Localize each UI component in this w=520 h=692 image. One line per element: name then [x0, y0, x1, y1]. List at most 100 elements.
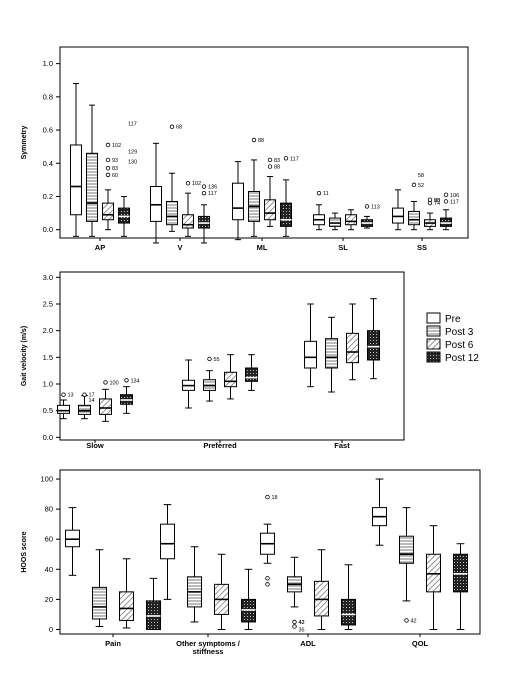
outlier-point — [265, 576, 270, 581]
x-tick-label: SS — [417, 243, 427, 252]
box-ap-series-2 — [86, 104, 98, 237]
box-iqr — [70, 144, 82, 216]
box-iqr — [118, 207, 130, 224]
x-tick-label: AP — [95, 243, 105, 252]
box-preferred-series-2: 55 — [203, 356, 220, 402]
outlier-point — [265, 494, 270, 500]
outlier-point — [267, 157, 273, 163]
plot-frame — [59, 271, 405, 441]
outlier-label: 136 — [208, 185, 217, 191]
y-tick-label: 0.8 — [43, 92, 53, 101]
box-pain-series-2 — [92, 549, 107, 627]
outlier-point — [443, 192, 449, 198]
outlier-label: 102 — [112, 143, 121, 149]
outlier-point — [283, 156, 289, 161]
y-tick-label: 0.0 — [43, 225, 53, 234]
box-iqr — [245, 367, 258, 382]
box-pain-series-4 — [146, 577, 161, 630]
outlier-label: 35 — [299, 627, 305, 633]
x-tick-label: ML — [257, 243, 268, 252]
box-iqr — [86, 152, 98, 222]
box-adl-series-3 — [314, 549, 329, 630]
outlier-label: 134 — [131, 378, 140, 384]
outlier-label: 17 — [89, 393, 95, 399]
box-qol-series-1 — [372, 478, 387, 546]
box-qol-series-2: 42 — [399, 507, 417, 624]
y-tick-label: 0.6 — [43, 126, 53, 135]
outlier-label: 130 — [128, 160, 137, 166]
outlier-point — [207, 356, 212, 362]
box-iqr — [102, 202, 114, 221]
legend-label: Post 6 — [445, 340, 474, 351]
x-tick-label: Slow — [86, 441, 104, 450]
y-tick-label: 1.0 — [43, 59, 53, 68]
box-ml-series-4: 117 — [280, 156, 299, 237]
box-preferred-series-3 — [224, 354, 237, 400]
box-iqr — [399, 535, 414, 564]
outlier-label: 113 — [371, 204, 380, 210]
outlier-label: 93 — [112, 158, 118, 164]
outlier-point — [201, 184, 207, 189]
outlier-point — [443, 199, 449, 204]
x-tick-label: QOL — [412, 639, 429, 648]
box-sl-series-2 — [329, 212, 341, 231]
box-slow-series-3: 100 — [99, 380, 119, 422]
chart-panel-2: 0.0 0.5 1.0 1.5 2.0 2.5 3.0 Gait velocity (m/s)… — [21, 271, 405, 450]
y-axis-title: Symmetry — [21, 125, 28, 159]
outlier-label: 100 — [110, 380, 119, 386]
outlier-label: 42 — [299, 620, 305, 626]
x-tick-label: Fast — [334, 441, 350, 450]
box-iqr — [264, 199, 276, 221]
legend-swatch — [426, 351, 441, 363]
legend-swatch — [426, 325, 441, 337]
box-other-symptoms-stiffness-series-4 — [241, 568, 256, 630]
y-tick-label: 80 — [45, 505, 53, 514]
box-iqr — [182, 214, 194, 229]
outlier-label: 60 — [112, 173, 118, 179]
outlier-label: 42 — [299, 620, 305, 626]
box-v-series-2: 68 — [166, 124, 182, 232]
box-fast-series-2 — [325, 316, 338, 393]
y-axis-title: Gait velocity (m/s) — [21, 326, 28, 386]
plot-frame — [59, 46, 469, 239]
outlier-label: 52 — [418, 183, 424, 189]
box-iqr — [329, 217, 341, 227]
box-iqr — [346, 332, 359, 364]
x-tick-label: V — [177, 243, 182, 252]
box-iqr — [304, 340, 317, 369]
y-tick-label: 40 — [45, 565, 53, 574]
outlier-label: 129 — [128, 150, 137, 156]
box-fast-series-1 — [304, 303, 317, 388]
y-tick-label: 1.0 — [43, 380, 53, 389]
box-adl-series-1: 18 — [260, 494, 278, 587]
box-sl-series-3 — [345, 209, 357, 231]
y-tick-label: 2.5 — [43, 300, 53, 309]
legend-item-post-12: Post 12 — [426, 351, 479, 364]
box-iqr — [341, 598, 356, 626]
legend-swatch — [426, 312, 441, 324]
outlier-label: 117 — [208, 191, 217, 197]
chart-panel-3: 0 20 40 60 80 100 HOOS score Pain Other symptoms… — [21, 469, 481, 656]
outlier-point — [105, 166, 111, 171]
y-tick-label: 100 — [40, 475, 53, 484]
outlier-label: 102 — [192, 181, 201, 187]
box-iqr — [392, 207, 404, 224]
outlier-point — [103, 380, 108, 385]
y-tick-label: 0.5 — [43, 406, 53, 415]
outlier-point — [267, 164, 273, 169]
box-ss-series-2: 52 — [408, 182, 424, 231]
x-tick-label: SL — [338, 243, 348, 252]
outlier-point — [316, 190, 322, 196]
y-tick-label: 0.4 — [43, 159, 53, 168]
box-fast-series-4 — [367, 298, 380, 380]
outlier-point — [292, 624, 297, 629]
legend-swatch — [426, 338, 441, 350]
box-iqr — [440, 217, 452, 227]
box-preferred-series-4 — [245, 354, 258, 391]
box-pain-series-1 — [65, 507, 80, 576]
